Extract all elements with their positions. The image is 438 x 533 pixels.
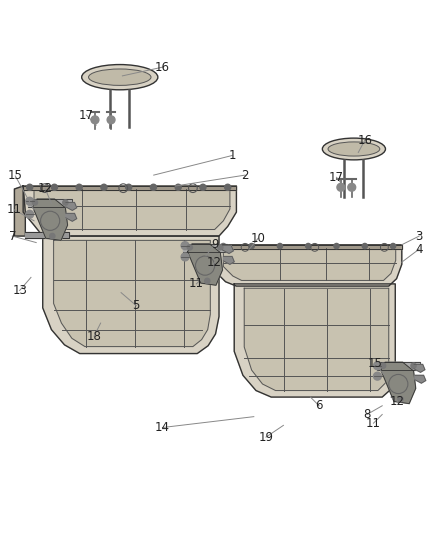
Circle shape: [26, 197, 34, 205]
Circle shape: [205, 278, 210, 284]
Polygon shape: [53, 240, 210, 346]
Circle shape: [26, 211, 34, 218]
Circle shape: [107, 116, 115, 124]
Text: 15: 15: [367, 357, 382, 369]
Text: 3: 3: [416, 230, 423, 243]
Polygon shape: [223, 256, 234, 264]
Circle shape: [277, 244, 283, 249]
Circle shape: [362, 244, 367, 249]
Text: 11: 11: [366, 417, 381, 430]
Circle shape: [49, 233, 55, 239]
Polygon shape: [66, 203, 77, 211]
Polygon shape: [223, 248, 396, 280]
Text: 12: 12: [37, 182, 53, 195]
Text: 18: 18: [87, 329, 102, 343]
Polygon shape: [234, 284, 395, 397]
Text: 15: 15: [8, 169, 23, 182]
Polygon shape: [184, 244, 227, 252]
Text: 6: 6: [315, 399, 323, 412]
Text: 2: 2: [241, 168, 249, 182]
Ellipse shape: [82, 64, 158, 90]
Circle shape: [391, 244, 396, 249]
Circle shape: [381, 363, 386, 368]
Text: 16: 16: [357, 134, 372, 147]
Polygon shape: [414, 365, 425, 372]
Circle shape: [334, 244, 339, 249]
Circle shape: [200, 184, 206, 190]
Polygon shape: [66, 213, 77, 221]
Polygon shape: [223, 246, 233, 254]
Polygon shape: [244, 288, 389, 391]
Text: 17: 17: [79, 109, 94, 122]
Text: 14: 14: [155, 421, 170, 434]
Polygon shape: [377, 362, 420, 370]
Polygon shape: [33, 199, 67, 240]
Circle shape: [27, 184, 33, 190]
Text: 8: 8: [363, 408, 371, 421]
Text: 1: 1: [228, 149, 236, 162]
Circle shape: [225, 184, 231, 190]
Ellipse shape: [322, 138, 385, 160]
Polygon shape: [381, 362, 416, 403]
Polygon shape: [415, 375, 426, 383]
Text: 9: 9: [211, 238, 219, 251]
Circle shape: [398, 397, 403, 402]
Polygon shape: [187, 244, 223, 285]
Ellipse shape: [328, 142, 380, 156]
Circle shape: [181, 241, 189, 249]
Circle shape: [348, 183, 356, 191]
Polygon shape: [215, 245, 402, 286]
Circle shape: [221, 244, 226, 249]
Text: 12: 12: [207, 256, 222, 269]
Polygon shape: [215, 245, 402, 249]
Polygon shape: [23, 186, 237, 190]
Circle shape: [249, 244, 254, 249]
Text: 11: 11: [7, 204, 22, 216]
Text: 7: 7: [8, 230, 16, 243]
Circle shape: [76, 184, 82, 190]
Circle shape: [374, 362, 381, 370]
Circle shape: [150, 184, 156, 190]
Polygon shape: [23, 186, 237, 236]
Polygon shape: [25, 232, 69, 238]
Circle shape: [51, 184, 57, 190]
Text: 17: 17: [329, 171, 344, 184]
Polygon shape: [34, 189, 230, 230]
Circle shape: [218, 245, 223, 250]
Text: 19: 19: [258, 431, 273, 443]
Circle shape: [306, 244, 311, 249]
Text: 16: 16: [155, 61, 170, 74]
Polygon shape: [43, 236, 219, 353]
Circle shape: [91, 116, 99, 124]
Circle shape: [101, 184, 107, 190]
Circle shape: [63, 200, 68, 205]
Circle shape: [374, 372, 381, 380]
Circle shape: [187, 245, 192, 250]
Ellipse shape: [88, 69, 151, 85]
Circle shape: [181, 253, 189, 261]
Circle shape: [32, 200, 38, 205]
Text: 5: 5: [133, 299, 140, 312]
Polygon shape: [28, 199, 72, 207]
Text: 13: 13: [12, 284, 27, 297]
Text: 10: 10: [251, 232, 265, 245]
Circle shape: [411, 363, 416, 368]
Text: 11: 11: [189, 277, 204, 290]
Polygon shape: [14, 186, 25, 236]
Circle shape: [175, 184, 181, 190]
Circle shape: [126, 184, 132, 190]
Text: 12: 12: [390, 395, 405, 408]
Text: 4: 4: [416, 243, 423, 256]
Circle shape: [337, 183, 345, 191]
